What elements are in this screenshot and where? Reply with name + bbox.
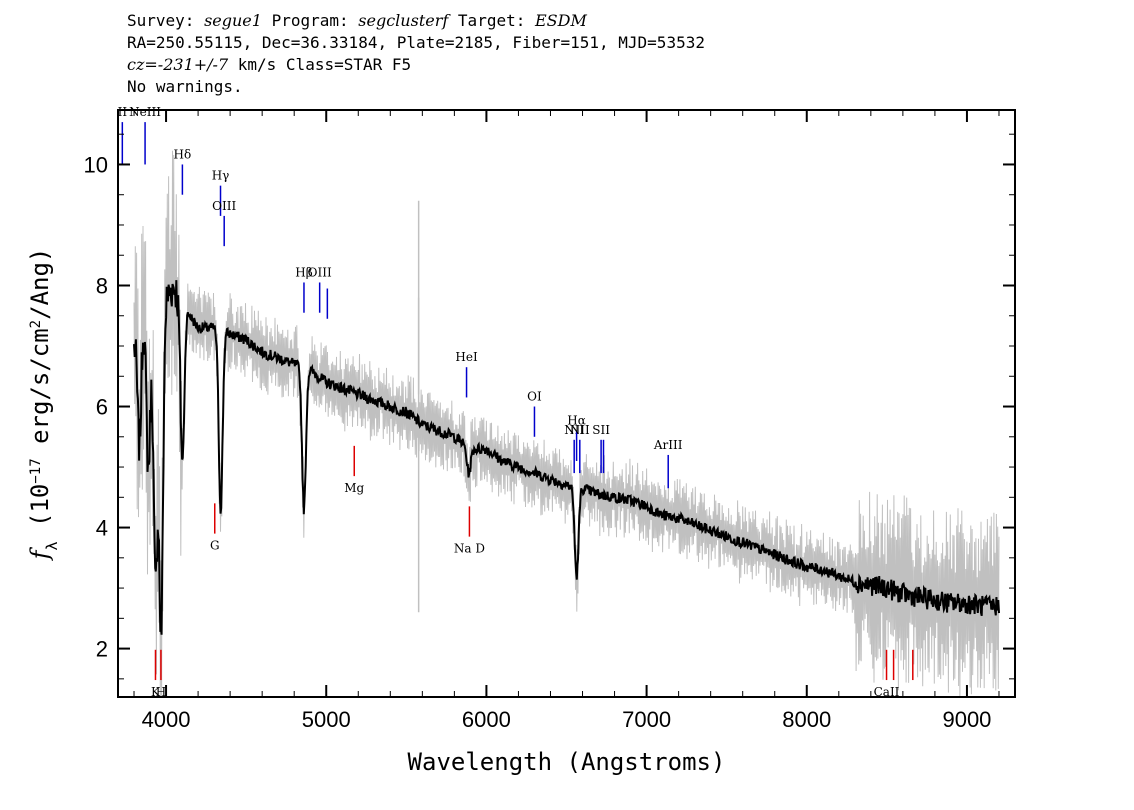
line-marker-label: CaII: [874, 685, 900, 699]
error-line: [133, 150, 1000, 698]
line-marker-label: ArIII: [653, 438, 683, 452]
header-line-coordinates: RA=250.55115, Dec=36.33184, Plate=2185, …: [127, 33, 705, 52]
x-tick-label: 6000: [462, 707, 511, 732]
survey-label: Survey:: [127, 11, 195, 30]
line-marker-label: Hγ: [212, 169, 230, 183]
y-axis-title: fλ (10−17 erg/s/cm2/Ang): [26, 248, 61, 562]
cz-value: -231+/-7: [157, 55, 229, 74]
x-tick-label: 5000: [302, 707, 351, 732]
ylabel-sup: −17: [28, 458, 44, 483]
ylabel-mid: erg/s/cm: [26, 328, 54, 458]
line-marker-label: NII: [564, 423, 584, 437]
line-marker-label: Na D: [454, 542, 485, 556]
line-marker-label: II: [118, 105, 128, 119]
x-tick-label: 4000: [142, 707, 191, 732]
x-tick-label: 9000: [942, 707, 991, 732]
program-label: Program:: [271, 11, 349, 30]
target-value: ESDM: [535, 11, 587, 30]
survey-value: segue1: [204, 11, 262, 30]
ylabel-sub: λ: [43, 541, 61, 550]
x-tick-label: 8000: [782, 707, 831, 732]
line-marker-label: HeI: [455, 350, 478, 364]
line-marker-label: Hα: [567, 414, 586, 428]
x-tick-label: 7000: [622, 707, 671, 732]
header-line-survey: Survey: segue1 Program: segclusterf Targ…: [127, 10, 705, 32]
plot-frame: [117, 109, 1016, 698]
line-marker-label: Hβ: [295, 265, 312, 279]
line-marker-label: K: [151, 685, 161, 699]
ylabel-post: /Ang): [26, 248, 54, 320]
ylabel-sup2: 2: [28, 320, 44, 328]
line-marker-label: SII: [592, 423, 610, 437]
header-line-warnings: No warnings.: [127, 77, 243, 96]
line-marker-label: Mg: [344, 481, 364, 495]
error-band: [133, 150, 1000, 698]
axis-ticks: 4000 5000 6000 7000 8000 9000 2 4 6 8 10: [84, 110, 1015, 732]
line-marker-label: NeIII: [129, 105, 161, 119]
target-label: Target:: [457, 11, 526, 30]
line-marker-label: H: [156, 685, 166, 699]
flux-series: [133, 280, 1000, 635]
y-tick-label: 8: [96, 273, 108, 298]
cz-label: cz=: [127, 55, 158, 74]
line-marker-label: OIII: [212, 199, 236, 213]
line-marker-label: G: [210, 539, 220, 553]
spectrum-header: Survey: segue1 Program: segclusterf Targ…: [127, 10, 705, 98]
y-tick-label: 10: [84, 152, 108, 177]
line-marker-label: Hδ: [174, 147, 192, 161]
ylabel-pre: (10: [26, 484, 54, 542]
y-tick-label: 2: [96, 637, 108, 662]
program-value: segclusterf: [358, 11, 449, 30]
header-line-redshift: cz=-231+/-7 km/s Class=STAR F5: [127, 54, 705, 76]
line-marker-label: NII: [570, 423, 590, 437]
y-tick-label: 4: [96, 516, 108, 541]
y-tick-label: 6: [96, 395, 108, 420]
line-marker-label: OI: [527, 390, 542, 404]
x-axis-title: Wavelength (Angstroms): [408, 748, 726, 776]
class-text: km/s Class=STAR F5: [228, 55, 412, 74]
line-marker-label: OIII: [308, 265, 332, 279]
flux-line: [133, 280, 1000, 635]
